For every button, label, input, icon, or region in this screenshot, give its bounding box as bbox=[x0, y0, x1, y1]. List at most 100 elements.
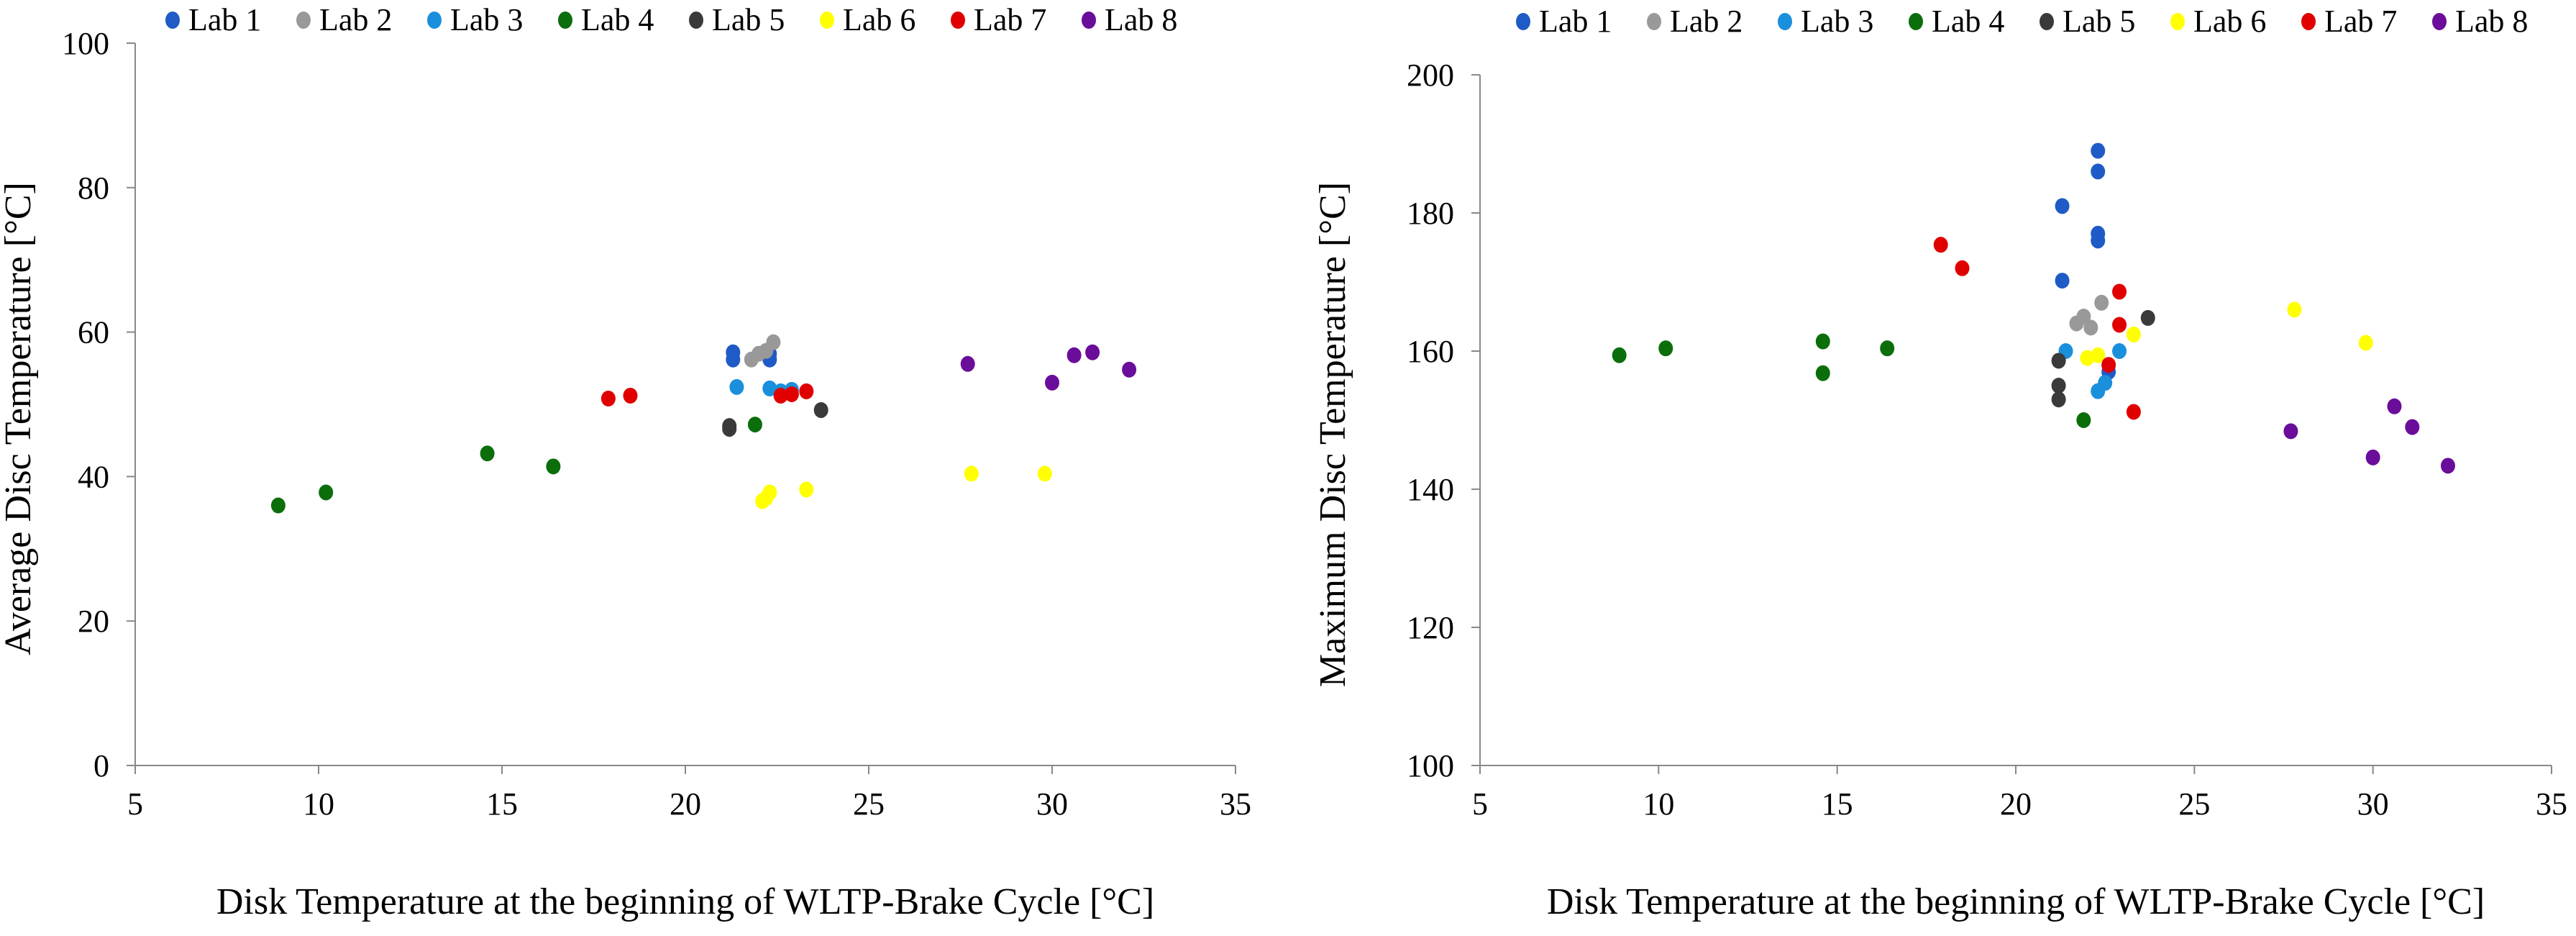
data-point bbox=[1067, 347, 1082, 363]
data-point bbox=[2405, 419, 2420, 435]
x-tick-label: 25 bbox=[2178, 786, 2210, 822]
y-tick-label: 20 bbox=[78, 604, 109, 639]
legend-label: Lab 4 bbox=[1932, 4, 2004, 39]
data-point bbox=[813, 402, 828, 419]
legend-marker bbox=[2301, 13, 2316, 30]
legend-label: Lab 1 bbox=[188, 2, 261, 37]
y-tick-label: 180 bbox=[1407, 196, 1454, 231]
data-point bbox=[2091, 347, 2106, 363]
data-point bbox=[2083, 319, 2098, 336]
data-point bbox=[2126, 326, 2141, 342]
legend-marker bbox=[1647, 13, 1661, 30]
data-point bbox=[600, 390, 616, 406]
legend-label: Lab 1 bbox=[1539, 4, 1612, 39]
x-tick-label: 20 bbox=[2000, 786, 2032, 822]
legend-marker bbox=[296, 12, 311, 29]
data-point bbox=[2365, 449, 2380, 465]
legend-marker bbox=[2040, 13, 2054, 30]
legend-marker bbox=[1909, 13, 1923, 30]
data-point bbox=[623, 387, 638, 404]
x-tick-label: 35 bbox=[1220, 786, 1251, 822]
data-point bbox=[2112, 317, 2127, 333]
legend-marker bbox=[951, 12, 965, 29]
data-point bbox=[2051, 378, 2066, 394]
data-point bbox=[2051, 391, 2066, 408]
legend-label: Lab 5 bbox=[2063, 4, 2135, 39]
legend-marker bbox=[689, 12, 703, 29]
y-tick-label: 200 bbox=[1407, 58, 1454, 93]
data-point bbox=[799, 383, 814, 399]
legend-label: Lab 8 bbox=[2455, 4, 2528, 39]
y-tick-label: 100 bbox=[1407, 748, 1454, 783]
legend-label: Lab 2 bbox=[1670, 4, 1743, 39]
data-point bbox=[762, 380, 777, 396]
data-point bbox=[2055, 273, 2070, 289]
data-point bbox=[799, 481, 814, 498]
legend-marker bbox=[1778, 13, 1792, 30]
data-point bbox=[2091, 163, 2106, 180]
legend-label: Lab 2 bbox=[319, 2, 392, 37]
legend-marker bbox=[2170, 13, 2185, 30]
data-point bbox=[546, 458, 561, 475]
data-point bbox=[722, 421, 737, 437]
y-tick-label: 60 bbox=[78, 315, 109, 350]
legend-label: Lab 3 bbox=[450, 2, 523, 37]
legend-marker bbox=[1516, 13, 1530, 30]
data-point bbox=[747, 417, 762, 433]
legend-label: Lab 7 bbox=[974, 2, 1046, 37]
data-point bbox=[726, 351, 741, 368]
x-tick-label: 35 bbox=[2536, 786, 2567, 822]
data-point bbox=[1933, 237, 1948, 253]
data-point bbox=[2112, 283, 2127, 300]
data-point bbox=[729, 378, 744, 395]
average-disc-temperature-chart: 0 20 40 60 80 100 5 10 15 20 25 30 35 Disk Temperatur… bbox=[0, 2, 1251, 922]
data-point bbox=[2091, 142, 2106, 159]
y-axis-title: Average Disc Temperature [°C] bbox=[0, 182, 39, 655]
data-point bbox=[2287, 301, 2302, 318]
y-tick-label: 120 bbox=[1407, 610, 1454, 645]
x-tick-label: 5 bbox=[1472, 786, 1488, 822]
y-tick-label: 80 bbox=[78, 171, 109, 206]
legend-label: Lab 4 bbox=[581, 2, 654, 37]
y-tick-label: 100 bbox=[62, 26, 109, 61]
legend-marker bbox=[558, 12, 572, 29]
data-point bbox=[960, 355, 975, 372]
data-point bbox=[2094, 294, 2109, 311]
data-point bbox=[1815, 333, 1830, 350]
y-tick-label: 160 bbox=[1407, 334, 1454, 369]
data-point bbox=[1037, 465, 1052, 482]
data-point bbox=[2076, 412, 2091, 428]
x-tick-label: 15 bbox=[486, 786, 518, 822]
legend-label: Lab 3 bbox=[1801, 4, 1873, 39]
data-point bbox=[2126, 404, 2141, 420]
legend-label: Lab 7 bbox=[2324, 4, 2397, 39]
data-point bbox=[773, 387, 788, 404]
data-point bbox=[784, 386, 799, 402]
data-point bbox=[2112, 343, 2127, 359]
y-tick-label: 0 bbox=[93, 748, 109, 783]
data-point bbox=[2140, 309, 2155, 326]
data-point bbox=[2080, 350, 2095, 366]
legend-label: Lab 5 bbox=[712, 2, 785, 37]
data-point bbox=[319, 484, 334, 501]
x-axis-title: Disk Temperature at the beginning of WLT… bbox=[1547, 881, 2485, 922]
data-point bbox=[1880, 340, 1895, 357]
x-axis-title: Disk Temperature at the beginning of WLT… bbox=[216, 881, 1154, 922]
data-point bbox=[1955, 260, 1970, 276]
legend-marker bbox=[820, 12, 834, 29]
data-point bbox=[480, 445, 495, 462]
data-point bbox=[2283, 423, 2298, 440]
data-point bbox=[2051, 353, 2066, 369]
legend-marker bbox=[165, 12, 180, 29]
x-tick-label: 10 bbox=[1643, 786, 1674, 822]
data-point bbox=[1658, 340, 1673, 357]
data-point bbox=[2055, 198, 2070, 214]
data-point bbox=[766, 334, 781, 350]
legend-marker bbox=[427, 12, 442, 29]
x-tick-label: 10 bbox=[303, 786, 334, 822]
data-point bbox=[2440, 458, 2455, 474]
data-point bbox=[1122, 361, 1137, 378]
x-tick-label: 30 bbox=[1036, 786, 1068, 822]
